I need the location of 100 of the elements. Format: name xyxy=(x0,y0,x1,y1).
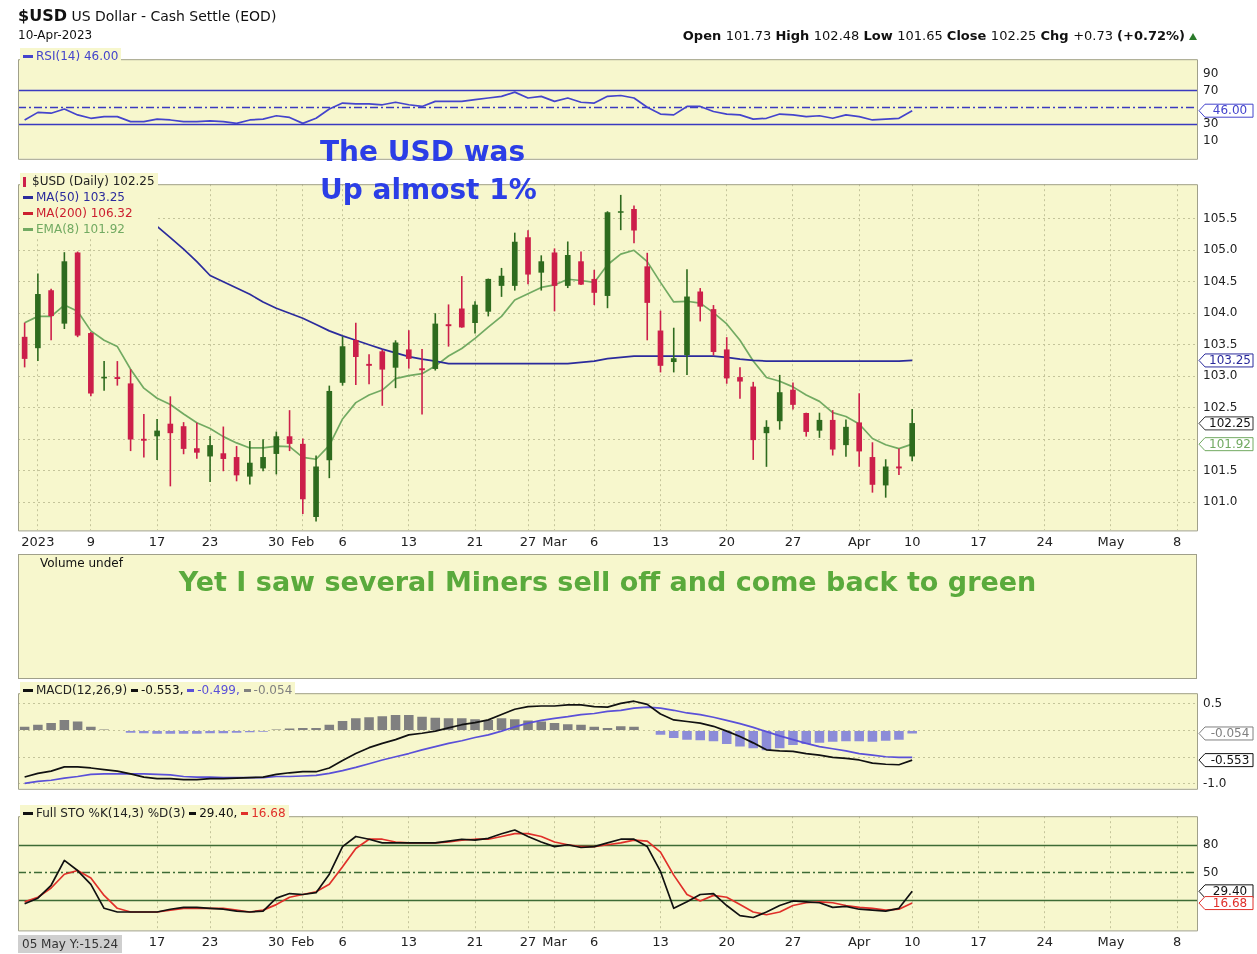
bar xyxy=(814,731,825,743)
bar xyxy=(33,724,43,731)
bar xyxy=(682,731,692,740)
text: -0.054 xyxy=(1210,726,1250,741)
y-tick-label: 101.0 xyxy=(1203,494,1238,509)
x-tick-label: 8 xyxy=(1172,933,1182,949)
y-tick-label: 30 xyxy=(1203,116,1219,131)
text: 10-Apr-2023 xyxy=(18,28,93,42)
x-tick-label: 27 xyxy=(784,533,802,549)
x-tick-label: 13 xyxy=(652,933,669,949)
bar xyxy=(377,716,388,731)
bar xyxy=(589,726,600,731)
legend-label: $USD (Daily) 102.25 xyxy=(32,174,155,188)
y-tick-label: -1.0 xyxy=(1203,776,1227,791)
x-tick-label: 20 xyxy=(718,933,735,949)
y-tick-label: 0.5 xyxy=(1203,696,1223,711)
bar xyxy=(192,731,202,734)
bar xyxy=(46,723,56,731)
y-tick-label: 80 xyxy=(1203,836,1219,851)
x-tick-label: Apr xyxy=(847,533,872,549)
x-tick-label: Mar xyxy=(542,533,568,549)
text: Yet I saw several Miners sell off and come back to green xyxy=(178,566,1037,597)
text: 102.25 xyxy=(1209,416,1251,431)
legend-label: -0.553, xyxy=(140,683,185,697)
bar xyxy=(311,727,321,731)
x-tick-label: 6 xyxy=(590,533,599,549)
bar xyxy=(165,731,176,734)
bar xyxy=(86,726,96,731)
legend-label: -0.054 xyxy=(253,683,293,697)
bar xyxy=(695,731,705,741)
y-tick-label: 70 xyxy=(1203,82,1219,97)
bar xyxy=(655,731,666,735)
bar xyxy=(205,731,215,734)
legend-label: EMA(8) 101.92 xyxy=(36,222,125,236)
y-tick-label: 105.5 xyxy=(1203,210,1238,225)
y-tick-label: 104.5 xyxy=(1203,273,1238,288)
x-tick-label: 6 xyxy=(338,533,347,549)
y-tick-label: 101.5 xyxy=(1203,462,1238,477)
bar xyxy=(496,718,507,731)
bar xyxy=(827,731,838,742)
bar xyxy=(430,717,441,731)
legend-label: 16.68 xyxy=(251,806,286,820)
x-tick-label: 13 xyxy=(400,533,418,549)
y-tick-label: 10 xyxy=(1203,133,1219,148)
annotation: The USD was Up almost 1% xyxy=(320,134,537,208)
x-tick-label: 24 xyxy=(1036,533,1053,549)
bar xyxy=(841,731,851,742)
bar xyxy=(536,721,547,731)
bar xyxy=(404,715,414,731)
bar xyxy=(390,715,401,731)
x-tick-label: 23 xyxy=(201,933,219,949)
bar xyxy=(894,731,904,740)
x-tick-label: 27 xyxy=(784,933,802,949)
bar xyxy=(298,727,308,731)
y-tick-label: 90 xyxy=(1203,65,1219,80)
text: 103.25 xyxy=(1209,353,1251,368)
legend-label: MA(50) 103.25 xyxy=(36,190,125,204)
legend-label: 29.40, xyxy=(199,806,239,820)
text: 46.00 xyxy=(1212,103,1248,118)
bar xyxy=(139,731,149,734)
y-tick-label: 105.0 xyxy=(1203,242,1238,257)
text: $USD US Dollar - Cash Settle (EOD) xyxy=(18,6,277,25)
x-tick-label: 13 xyxy=(652,533,669,549)
x-tick-label: 21 xyxy=(466,933,484,949)
bar xyxy=(576,724,586,731)
x-tick-label: 13 xyxy=(400,933,418,949)
x-tick-label: 30 xyxy=(268,933,285,949)
x-tick-label: 6 xyxy=(590,933,599,949)
x-tick-label: 20 xyxy=(718,533,735,549)
bar xyxy=(867,731,878,742)
text: 29.40 xyxy=(1212,883,1248,898)
bar xyxy=(59,719,70,731)
bar xyxy=(880,731,891,741)
y-tick-label: 102.5 xyxy=(1203,399,1238,414)
bar xyxy=(549,723,560,731)
x-tick-label: 17 xyxy=(970,533,987,549)
bar xyxy=(178,731,189,734)
bar xyxy=(337,720,348,731)
bar xyxy=(854,731,864,742)
bar xyxy=(152,731,162,734)
x-tick-label: 27 xyxy=(519,933,537,949)
x-tick-label: 10 xyxy=(903,533,921,549)
bar xyxy=(708,731,719,742)
x-tick-label: 23 xyxy=(201,533,219,549)
x-tick-label: 17 xyxy=(148,933,166,949)
y-tick-label: 103.5 xyxy=(1203,336,1238,351)
bar xyxy=(364,717,374,731)
x-tick-label: Apr xyxy=(847,933,872,949)
chart-title: MACD(12,26,9) xyxy=(36,683,129,697)
text: Open 101.73 High 102.48 Low 101.65 Close 102.25 Chg +0.73 (+0.72%) xyxy=(682,28,1185,43)
text: 05 May Y:-15.24 xyxy=(18,935,123,953)
x-tick-label: 30 xyxy=(268,533,285,549)
bar xyxy=(629,726,639,731)
legend-label: -0.499, xyxy=(197,683,241,697)
y-tick-label: 103.0 xyxy=(1203,368,1238,383)
bar xyxy=(562,724,573,731)
x-tick-label: 21 xyxy=(466,533,484,549)
x-tick-label: May xyxy=(1097,933,1125,949)
x-tick-label: 17 xyxy=(970,933,987,949)
chart-title: Full STO %K(14,3) %D(3) xyxy=(36,806,187,820)
